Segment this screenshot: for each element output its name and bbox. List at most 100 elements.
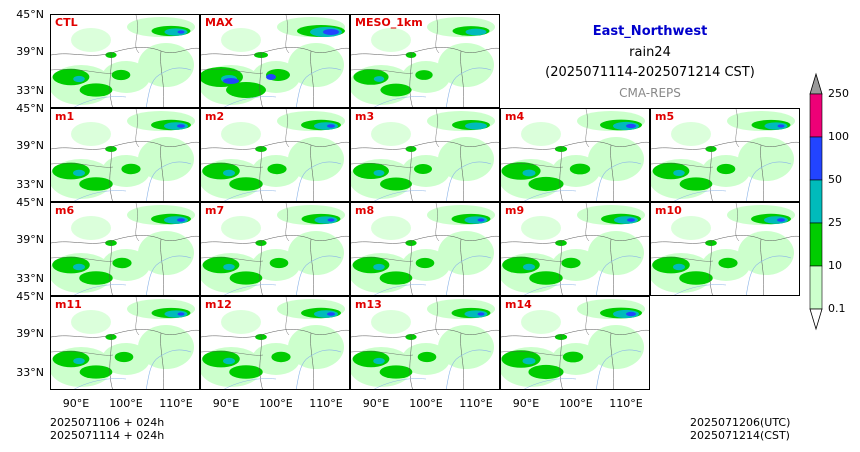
rain-moderate-area xyxy=(269,257,289,269)
rain-map xyxy=(51,109,199,201)
colorbar-tick-label: 10 xyxy=(828,259,842,272)
river xyxy=(224,96,277,107)
region-title: East_Northwest xyxy=(592,24,708,39)
rain-moderate-area xyxy=(353,69,389,85)
province-boundary xyxy=(460,144,464,201)
rain-light-area xyxy=(371,216,411,240)
province-boundary xyxy=(201,329,349,338)
province-boundary xyxy=(409,334,413,389)
province-boundary xyxy=(310,238,314,295)
panel-m4: m4 xyxy=(500,108,650,202)
province-boundary xyxy=(651,235,799,244)
rain-heavy-area xyxy=(614,216,638,224)
province-boundary xyxy=(351,69,414,74)
lat-tick-label: 39°N xyxy=(16,45,44,58)
rain-heavy-area xyxy=(465,122,487,130)
province-boundary xyxy=(160,332,164,389)
rain-moderate-area xyxy=(52,350,90,368)
panel-label: m11 xyxy=(55,298,82,311)
lon-tick-label: 90°E xyxy=(212,397,240,410)
rain-torrential-area xyxy=(177,30,185,34)
colorbar xyxy=(809,72,823,331)
lat-tick-label: 45°N xyxy=(16,290,44,303)
valid-time-block: 2025071206(UTC) 2025071214(CST) xyxy=(690,416,790,442)
river xyxy=(746,255,792,295)
province-boundary xyxy=(51,235,199,244)
rain-map xyxy=(201,203,349,295)
rain-heavy-area xyxy=(522,169,536,177)
lat-tick-label: 33°N xyxy=(16,84,44,97)
river xyxy=(674,284,727,295)
rain-moderate-area xyxy=(112,257,132,269)
lat-tick-label: 45°N xyxy=(16,8,44,21)
province-boundary xyxy=(651,141,799,150)
rain-torrential-area xyxy=(177,218,185,222)
colorbar-tick-label: 50 xyxy=(828,173,842,186)
rain-moderate-area xyxy=(271,351,291,363)
rain-moderate-area xyxy=(114,351,134,363)
river xyxy=(446,349,492,389)
river xyxy=(146,349,192,389)
river xyxy=(524,284,577,295)
colorbar-over-arrow xyxy=(809,72,823,95)
lon-tick-label: 110°E xyxy=(609,397,643,410)
panel-m7: m7 xyxy=(200,202,350,296)
rain-map xyxy=(201,297,349,389)
rain-moderate-area xyxy=(569,163,591,175)
rain-heavy-area xyxy=(523,263,535,271)
river xyxy=(746,161,792,201)
river xyxy=(224,378,277,389)
lat-tick-label: 39°N xyxy=(16,233,44,246)
rain-light-area xyxy=(521,122,561,146)
province-boundary xyxy=(135,203,140,242)
rain-map xyxy=(651,109,799,201)
rain-light-area xyxy=(138,231,194,275)
rain-map xyxy=(51,297,199,389)
province-boundary xyxy=(559,334,563,389)
province-boundary xyxy=(585,109,590,148)
province-boundary xyxy=(501,235,649,244)
province-boundary xyxy=(201,69,264,74)
rain-light-area xyxy=(671,216,711,240)
rain-light-area xyxy=(221,122,261,146)
rain-moderate-area xyxy=(267,163,287,175)
panel-label: m10 xyxy=(655,204,682,217)
rain-heavy-area xyxy=(314,122,338,130)
river xyxy=(74,284,127,295)
rain-heavy-area xyxy=(464,216,488,224)
rain-heavy-area xyxy=(373,76,385,82)
colorbar-under-arrow xyxy=(809,308,823,331)
province-boundary xyxy=(285,203,290,242)
river xyxy=(224,284,277,295)
rain-heavy-area xyxy=(223,263,235,271)
rain-heavy-area xyxy=(73,75,85,83)
rain-torrential-area xyxy=(323,29,339,35)
river xyxy=(74,378,127,389)
rain-moderate-area xyxy=(202,350,240,368)
rain-heavy-area xyxy=(522,357,536,365)
province-boundary xyxy=(501,141,649,150)
panel-meso_1km: MESO_1km xyxy=(350,14,500,108)
rain-heavy-area xyxy=(465,28,487,36)
river xyxy=(374,96,427,107)
province-boundary xyxy=(135,15,140,54)
rain-moderate-area xyxy=(111,69,131,81)
panel-label: m5 xyxy=(655,110,675,123)
rain-heavy-area xyxy=(373,170,385,176)
province-boundary xyxy=(109,52,113,107)
province-boundary xyxy=(109,240,113,295)
rain-map xyxy=(501,297,649,389)
rain-light-area xyxy=(438,231,494,275)
lon-tick-label: 100°E xyxy=(409,397,443,410)
river xyxy=(446,161,492,201)
province-boundary xyxy=(160,144,164,201)
rain-torrential-area xyxy=(177,312,185,316)
rain-moderate-area xyxy=(529,271,563,285)
lat-tick-label: 45°N xyxy=(16,102,44,115)
province-boundary xyxy=(51,257,114,262)
river xyxy=(146,255,192,295)
rain-light-area xyxy=(588,325,644,369)
panel-m2: m2 xyxy=(200,108,350,202)
rain-map xyxy=(51,203,199,295)
river xyxy=(524,378,577,389)
